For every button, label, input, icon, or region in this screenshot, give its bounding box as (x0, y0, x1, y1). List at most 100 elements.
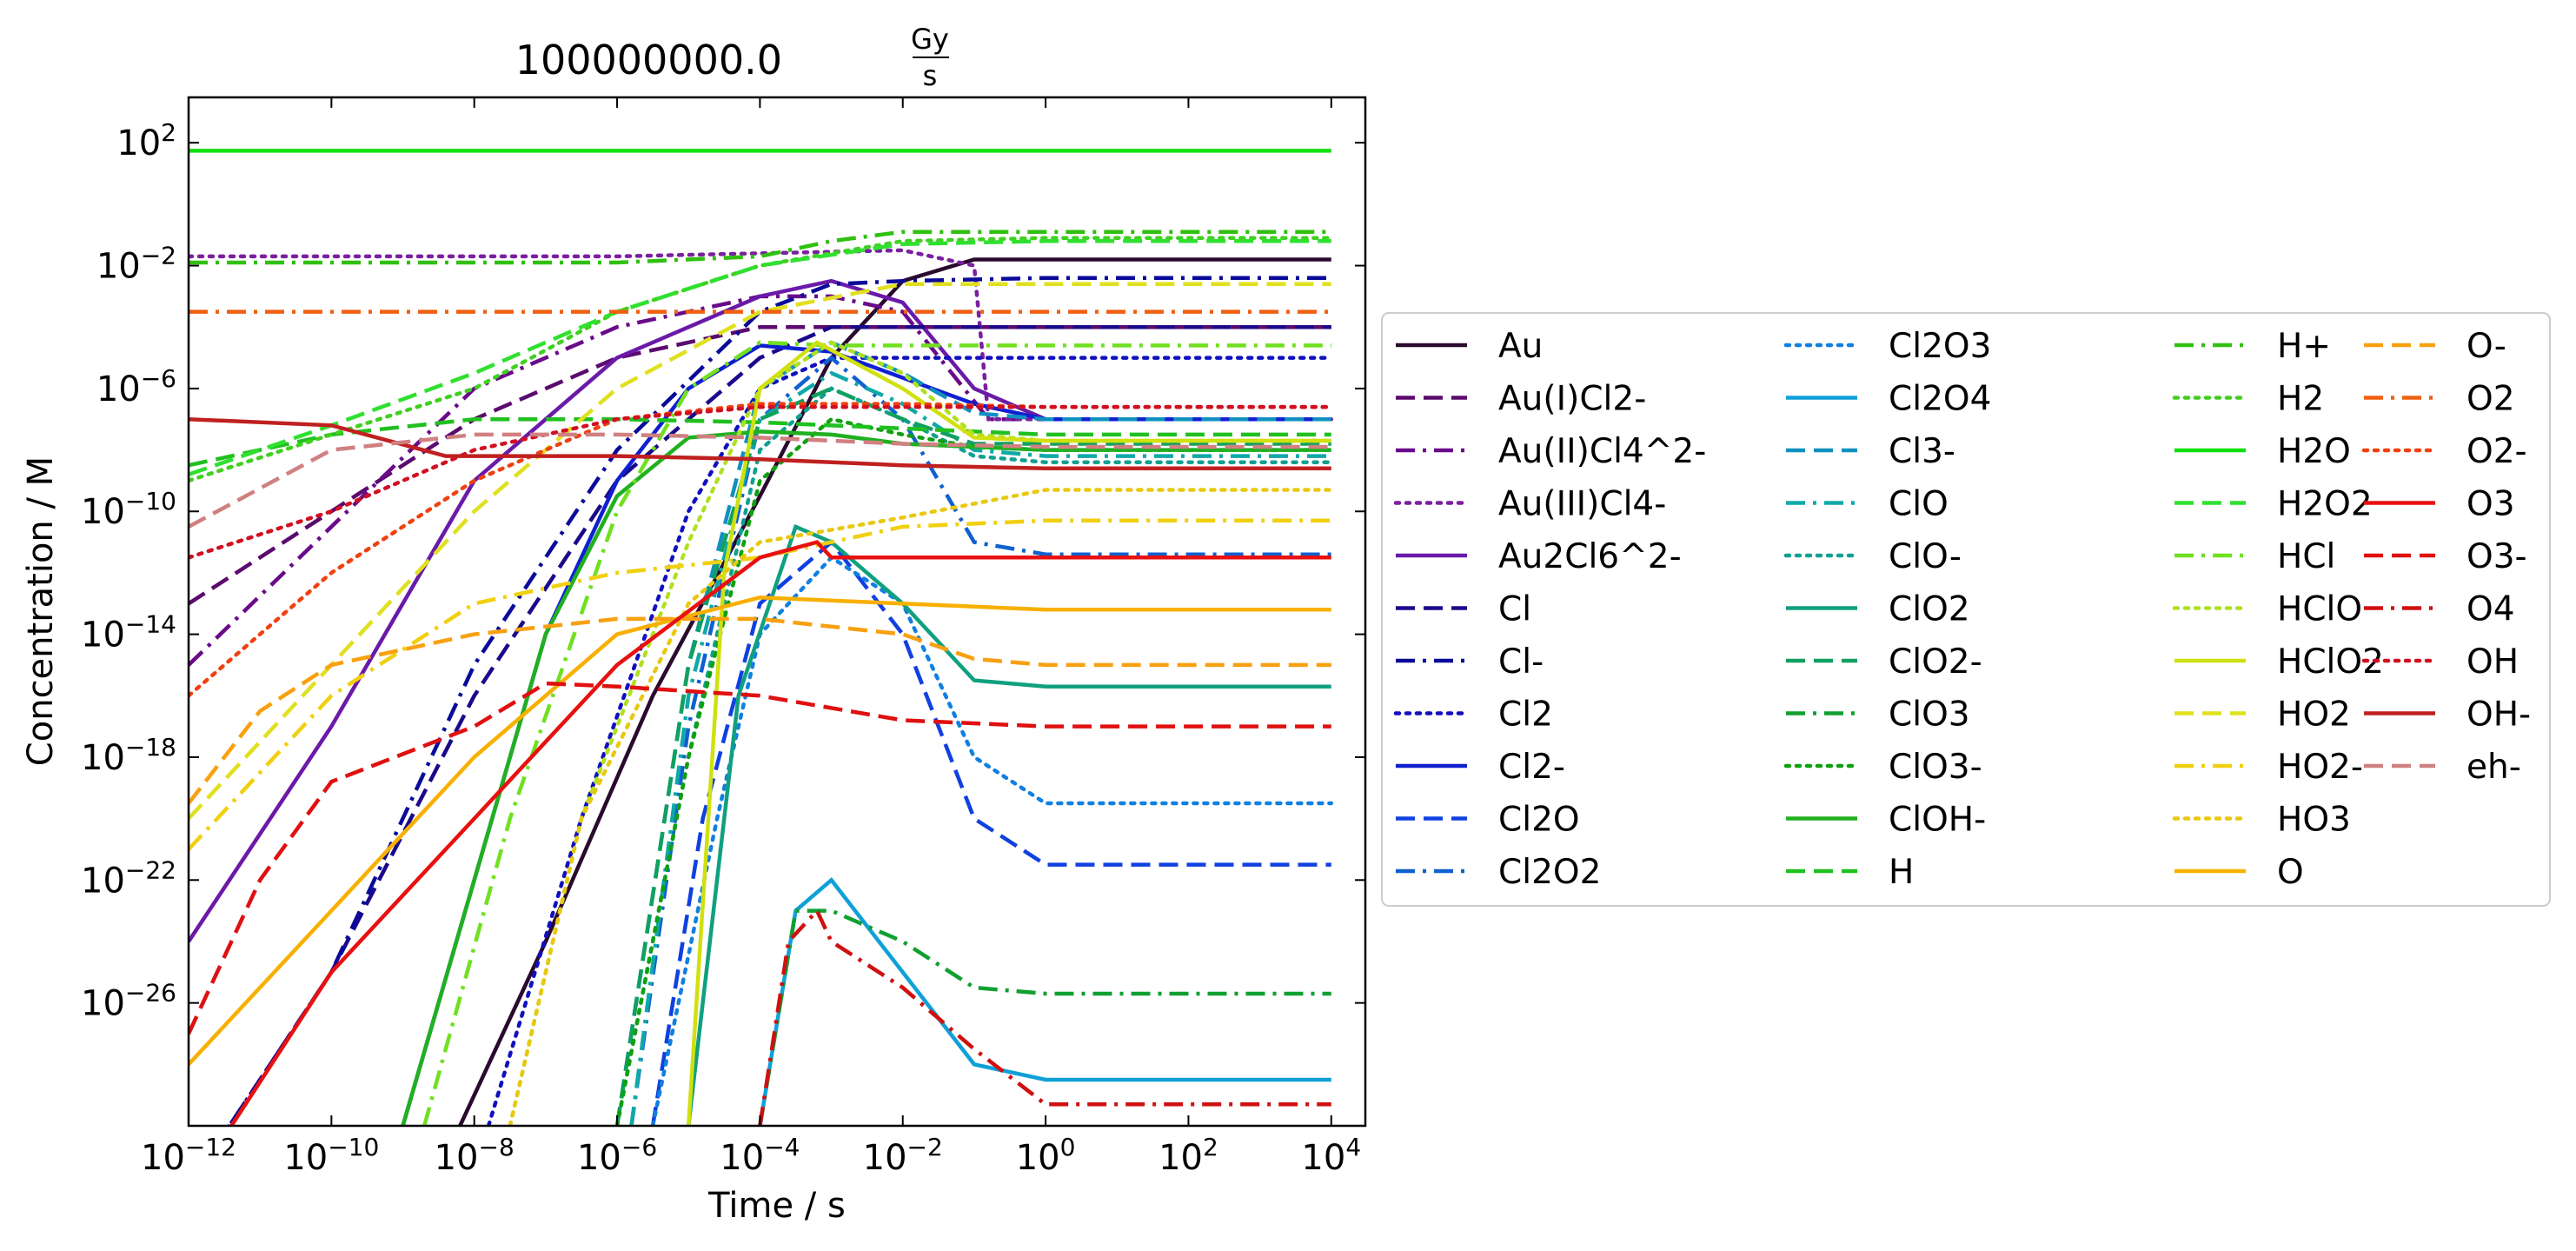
legend-entry-oh: OH (2361, 642, 2519, 682)
legend-label: Cl2O3 (1889, 327, 1991, 366)
legend-label: Au(I)Cl2- (1498, 380, 1646, 419)
legend-label: HO2- (2277, 748, 2363, 787)
legend-label: Cl2- (1498, 748, 1565, 787)
series-line-o3 (189, 681, 1331, 1035)
legend-label: O4 (2466, 590, 2515, 629)
chart-title-value: 100000000.0 (515, 37, 782, 83)
chart-title-unit-numerator: Gy (911, 23, 949, 56)
x-tick-label: 104 (1301, 1133, 1361, 1178)
y-tick-label: 10−26 (81, 979, 176, 1024)
legend-label: HClO (2277, 590, 2362, 629)
legend-entry-ho2: HO2- (2174, 748, 2363, 787)
legend-label: O (2277, 853, 2304, 892)
legend-label: HO3 (2277, 801, 2351, 840)
legend-entry-h: H+ (2174, 327, 2331, 366)
series-line-ho3 (508, 488, 1334, 1126)
legend-entry-hcl: HCl (2174, 537, 2335, 576)
legend-entry-cl2: Cl2 (1393, 695, 1553, 735)
x-tick-label: 10−10 (283, 1133, 379, 1178)
x-tick-label: 10−6 (577, 1133, 657, 1178)
legend-label: O- (2466, 327, 2506, 366)
legend-entry-clo: ClO (1786, 485, 1949, 524)
legend-label: H+ (2277, 327, 2331, 366)
legend-entry-cl2o2: Cl2O2 (1396, 853, 1601, 892)
y-tick-label: 10−14 (81, 610, 176, 655)
legend-entry-au-iii-cl4: Au(III)Cl4- (1393, 485, 1666, 524)
legend: Au Au(I)Cl2- Au(II)Cl4^2- Au(III)Cl4- Au2Cl6… (1381, 312, 2551, 907)
legend-label: ClO2- (1889, 642, 1982, 682)
legend-label: ClOH- (1889, 801, 1986, 840)
series-line-hclo2 (686, 340, 1331, 1126)
legend-entry-cloh: ClOH- (1786, 801, 1986, 840)
legend-entry-au: Au (1396, 327, 1543, 366)
legend-label: Cl- (1498, 642, 1544, 682)
legend-label: HCl (2277, 537, 2335, 576)
legend-entry-clo3: ClO3- (1783, 748, 1982, 787)
series-line-au2cl6-2 (189, 278, 1331, 943)
legend-label: OH (2466, 642, 2519, 682)
y-axis: 102 10−2 10−6 10−10 10−14 10−18 10−22 10−26 (81, 118, 1365, 1024)
legend-label: ClO (1889, 485, 1949, 524)
x-tick-label: 10−12 (141, 1133, 236, 1178)
legend-entry-o3: O3- (2364, 537, 2527, 576)
legend-entry-o2: O2 (2364, 380, 2515, 419)
legend-frame (1381, 312, 2551, 907)
series-line-clo2 (614, 386, 1331, 1126)
series-line-hcl (422, 340, 1331, 1126)
legend-label: Au(III)Cl4- (1498, 485, 1666, 524)
legend-label: OH- (2466, 695, 2531, 735)
legend-entry-h2: H2 (2172, 380, 2324, 419)
legend-entry-cl2o3: Cl2O3 (1783, 327, 1991, 366)
y-tick-label: 10−22 (81, 855, 176, 901)
legend-label: O2- (2466, 432, 2527, 471)
legend-label: Au2Cl6^2- (1498, 537, 1682, 576)
x-axis: 10−12 10−10 10−8 10−6 10−4 10−2 100 102 104 (141, 97, 1361, 1178)
series-line-cl2 (486, 356, 1334, 1126)
series-line-cl2o (650, 539, 1331, 1126)
y-tick-label: 10−18 (81, 733, 176, 778)
legend-label: Cl2 (1498, 695, 1553, 735)
legend-entry-au-i-cl2: Au(I)Cl2- (1396, 380, 1646, 419)
legend-label: H (1889, 853, 1914, 892)
legend-label: Cl2O2 (1498, 853, 1601, 892)
y-axis-label: Concentration / M (21, 456, 61, 766)
series-line-clo3 (758, 908, 1331, 1126)
legend-label: O3- (2466, 537, 2527, 576)
series-layer (189, 149, 1334, 1126)
legend-label: Cl2O4 (1889, 380, 1991, 419)
series-line-h2 (189, 236, 1334, 483)
series-line-clo (614, 386, 1334, 1126)
legend-entry-au2cl6-2: Au2Cl6^2- (1396, 537, 1682, 576)
legend-entry-o2: O2- (2361, 432, 2527, 471)
series-line-cloh (401, 429, 1331, 1126)
series-line-cl2o4 (758, 877, 1331, 1126)
legend-entry-clo: ClO- (1783, 537, 1962, 576)
legend-label: O3 (2466, 485, 2515, 524)
series-line-o3 (229, 540, 1331, 1126)
legend-label: O2 (2466, 380, 2515, 419)
series-line-o4 (758, 907, 1331, 1126)
legend-entry-oh: OH- (2364, 695, 2531, 735)
legend-label: H2 (2277, 380, 2324, 419)
legend-entry-o: O (2174, 853, 2304, 892)
x-tick-label: 102 (1159, 1133, 1218, 1178)
legend-label: ClO2 (1889, 590, 1970, 629)
legend-entry-ho3: HO3 (2172, 801, 2351, 840)
legend-label: HO2 (2277, 695, 2351, 735)
legend-entry-h2o2: H2O2 (2174, 485, 2373, 524)
series-line-clo (629, 370, 1331, 1126)
chart-title-unit-denominator: s (923, 59, 938, 92)
y-tick-label: 10−6 (96, 364, 176, 409)
legend-entry-eh: eh- (2364, 748, 2521, 787)
series-line-oh (189, 404, 1334, 560)
series-line-clo2 (686, 523, 1331, 1126)
legend-entry-o3: O3 (2364, 485, 2515, 524)
legend-label: ClO- (1889, 537, 1962, 576)
series-line-cl (227, 324, 1331, 1126)
legend-entry-cl3: Cl3- (1786, 432, 1955, 471)
legend-entry-h2o: H2O (2174, 432, 2351, 471)
series-line-ho2 (189, 518, 1331, 851)
legend-entry-h: H (1786, 853, 1914, 892)
y-tick-label: 102 (116, 118, 176, 163)
x-tick-label: 10−8 (435, 1133, 515, 1178)
